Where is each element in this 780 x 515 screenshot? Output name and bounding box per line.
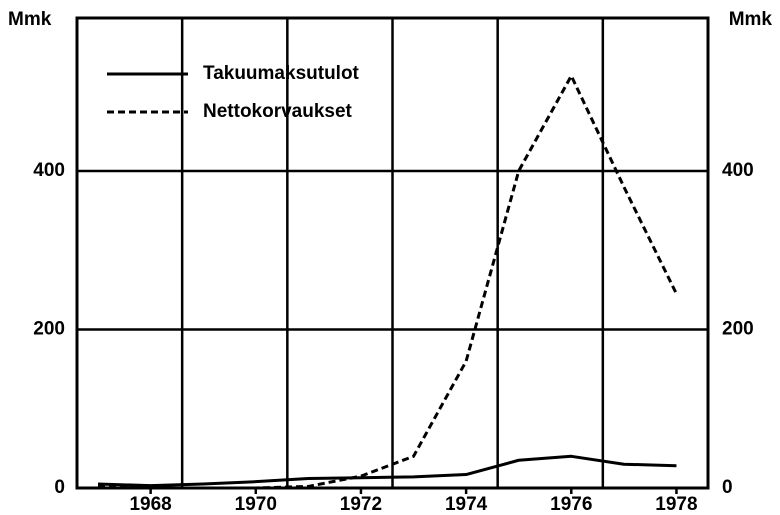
x-tick-label: 1968 [129,494,171,515]
x-tick-label: 1974 [445,494,488,515]
x-tick-label: 1972 [340,494,382,515]
y-tick-label: 200 [33,318,65,339]
y-axis-label: Mmk [8,9,52,30]
y-tick-label: 400 [33,160,65,181]
legend-label: Takuumaksutulot [203,63,360,84]
line-series [97,454,677,488]
y-tick-label: 0 [54,477,65,498]
y2-tick-label: 400 [722,160,754,181]
y2-tick-label: 0 [722,477,733,498]
x-tick-label: 1976 [550,494,592,515]
line-series [97,74,678,490]
y2-axis-label: Mmk [729,9,773,30]
x-tick-label: 1970 [235,494,277,515]
legend-label: Nettokorvaukset [203,101,353,122]
y2-tick-label: 200 [722,318,754,339]
x-tick-label: 1978 [655,494,697,515]
plot-frame [75,16,710,490]
